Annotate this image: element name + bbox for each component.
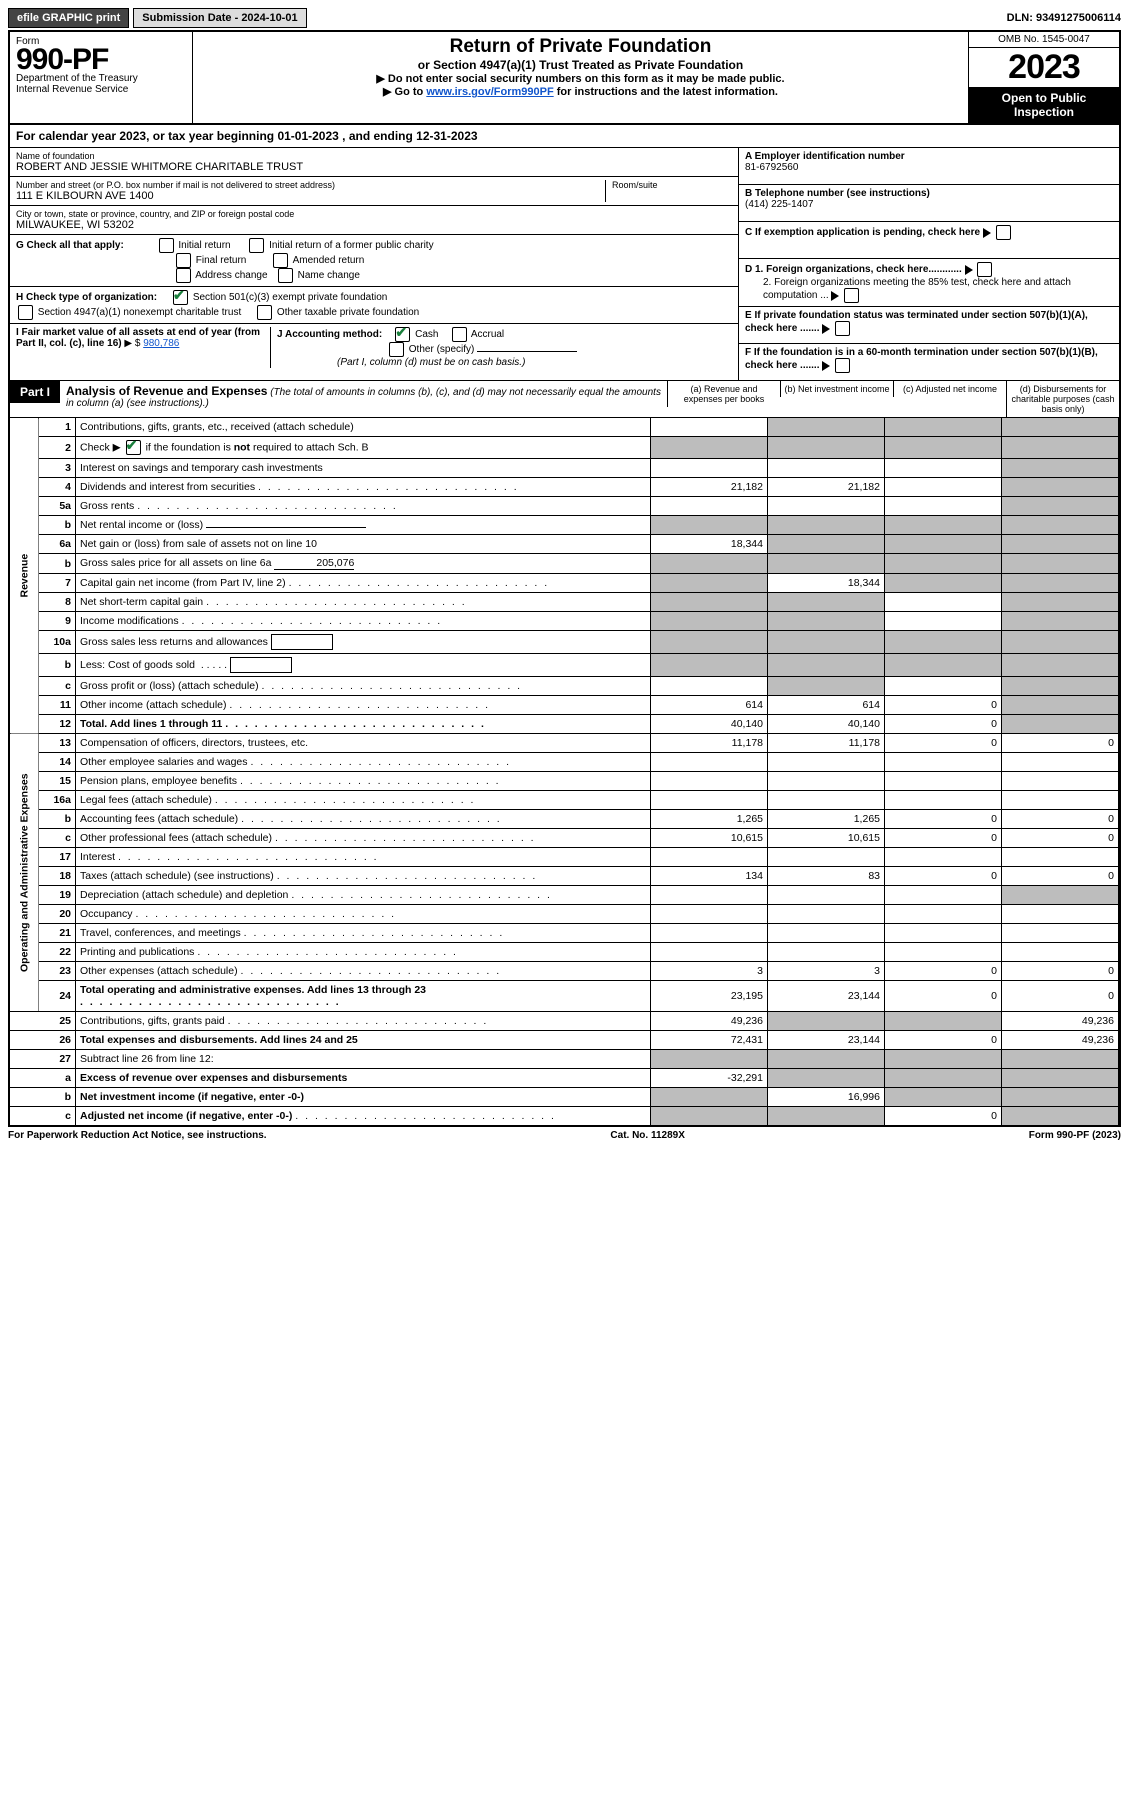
initial-former-checkbox[interactable] — [249, 238, 264, 253]
efile-button[interactable]: efile GRAPHIC print — [8, 8, 129, 28]
footer-right: Form 990-PF (2023) — [1029, 1130, 1121, 1141]
arrow-icon — [965, 265, 973, 275]
G-label: G Check all that apply: — [16, 240, 124, 251]
col-b: (b) Net investment income — [780, 381, 893, 397]
E-label: E If private foundation status was termi… — [745, 310, 1088, 334]
part1-title: Analysis of Revenue and Expenses — [66, 384, 267, 398]
4947-checkbox[interactable] — [18, 305, 33, 320]
J-label: J Accounting method: — [277, 329, 382, 340]
addr-label: Number and street (or P.O. box number if… — [16, 180, 605, 190]
open-public: Open to Public Inspection — [969, 87, 1119, 123]
dept: Department of the Treasury Internal Reve… — [16, 73, 186, 95]
col-c: (c) Adjusted net income — [893, 381, 1006, 397]
other-method-checkbox[interactable] — [389, 342, 404, 357]
tax-year: 2023 — [969, 48, 1119, 87]
initial-return-checkbox[interactable] — [159, 238, 174, 253]
footer-mid: Cat. No. 11289X — [610, 1130, 684, 1141]
F-label: F If the foundation is in a 60-month ter… — [745, 347, 1098, 371]
ein-label: A Employer identification number — [745, 151, 905, 162]
dln: DLN: 93491275006114 — [1007, 12, 1121, 24]
J-note: (Part I, column (d) must be on cash basi… — [337, 357, 525, 368]
arrow-icon — [822, 324, 830, 334]
arrow-icon — [831, 291, 839, 301]
city-label: City or town, state or province, country… — [16, 209, 732, 219]
form-title: Return of Private Foundation — [203, 36, 958, 58]
name-label: Name of foundation — [16, 151, 732, 161]
fmv-link[interactable]: 980,786 — [143, 338, 179, 349]
phone: (414) 225-1407 — [745, 199, 813, 210]
expenses-label: Operating and Administrative Expenses — [10, 734, 39, 1012]
C-label: C If exemption application is pending, c… — [745, 227, 980, 238]
note-link: ▶ Go to www.irs.gov/Form990PF for instru… — [203, 85, 958, 98]
form-subtitle: or Section 4947(a)(1) Trust Treated as P… — [203, 58, 958, 72]
omb: OMB No. 1545-0047 — [969, 32, 1119, 48]
form-number: 990-PF — [16, 43, 186, 77]
501c3-checkbox[interactable] — [173, 290, 188, 305]
amended-checkbox[interactable] — [273, 253, 288, 268]
col-a: (a) Revenue and expenses per books — [667, 381, 780, 407]
I-label: I Fair market value of all assets at end… — [16, 327, 260, 349]
ein: 81-6792560 — [745, 162, 798, 173]
room-label: Room/suite — [612, 180, 732, 190]
schB-checkbox[interactable] — [126, 440, 141, 455]
form-container: Form 990-PF Department of the Treasury I… — [8, 30, 1121, 1127]
arrow-icon — [983, 228, 991, 238]
D1-label: D 1. Foreign organizations, check here..… — [745, 264, 962, 275]
D2-checkbox[interactable] — [844, 288, 859, 303]
phone-label: B Telephone number (see instructions) — [745, 188, 930, 199]
footer: For Paperwork Reduction Act Notice, see … — [8, 1127, 1121, 1144]
col-d: (d) Disbursements for charitable purpose… — [1006, 381, 1119, 417]
footer-left: For Paperwork Reduction Act Notice, see … — [8, 1130, 267, 1141]
part1-table: Revenue 1Contributions, gifts, grants, e… — [10, 418, 1119, 1125]
other-taxable-checkbox[interactable] — [257, 305, 272, 320]
address: 111 E KILBOURN AVE 1400 — [16, 190, 605, 202]
name-change-checkbox[interactable] — [278, 268, 293, 283]
note-ssn: ▶ Do not enter social security numbers o… — [203, 72, 958, 85]
irs-link[interactable]: www.irs.gov/Form990PF — [426, 86, 553, 98]
F-checkbox[interactable] — [835, 358, 850, 373]
revenue-label: Revenue — [10, 418, 39, 734]
accrual-checkbox[interactable] — [452, 327, 467, 342]
address-change-checkbox[interactable] — [176, 268, 191, 283]
calendar-year: For calendar year 2023, or tax year begi… — [10, 125, 1119, 148]
city: MILWAUKEE, WI 53202 — [16, 219, 732, 231]
arrow-icon — [822, 361, 830, 371]
part1-tab: Part I — [10, 381, 60, 403]
H-label: H Check type of organization: — [16, 292, 157, 303]
submission-date: Submission Date - 2024-10-01 — [133, 8, 306, 28]
E-checkbox[interactable] — [835, 321, 850, 336]
final-return-checkbox[interactable] — [176, 253, 191, 268]
D1-checkbox[interactable] — [977, 262, 992, 277]
cash-checkbox[interactable] — [395, 327, 410, 342]
foundation-name: ROBERT AND JESSIE WHITMORE CHARITABLE TR… — [16, 161, 732, 173]
C-checkbox[interactable] — [996, 225, 1011, 240]
D2-label: 2. Foreign organizations meeting the 85%… — [763, 277, 1071, 301]
top-bar: efile GRAPHIC print Submission Date - 20… — [8, 8, 1121, 28]
